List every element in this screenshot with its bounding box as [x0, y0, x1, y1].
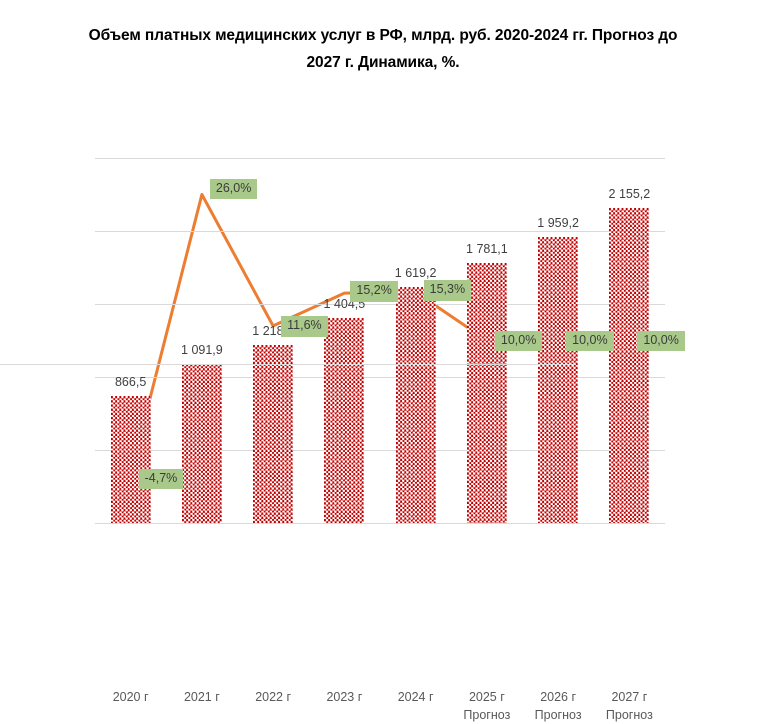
bar-2021-г[interactable] [181, 363, 222, 524]
bar-2025-г[interactable] [466, 262, 507, 524]
x-axis-tick-2027-г: 2027 г Прогноз [584, 688, 674, 724]
x-axis-tick-year: 2027 г [611, 690, 648, 704]
dynamics-percent-label: 10,0% [637, 330, 685, 352]
bar-2023-г[interactable] [324, 317, 365, 524]
chart-title-line-1: Объем платных медицинских услуг в РФ, мл… [88, 27, 678, 44]
gridline [95, 377, 665, 378]
chart-title: Объем платных медицинских услуг в РФ, мл… [50, 22, 716, 76]
chart-title-line-2: 2027 г. Динамика, %. [306, 54, 460, 72]
chart-container: Объем платных медицинских услуг в РФ, мл… [0, 22, 716, 723]
bar-2022-г[interactable] [253, 345, 294, 523]
dynamics-percent-label: 11,6% [281, 315, 328, 337]
bar-value-label: 1 781,1 [466, 241, 508, 256]
dynamics-percent-label: 15,3% [423, 280, 472, 301]
dynamics-percent-label: 15,2% [350, 281, 398, 302]
bar-2026-г[interactable] [538, 236, 579, 524]
bar-2024-г[interactable] [395, 286, 436, 524]
dynamics-percent-label: 10,0% [494, 330, 543, 352]
dynamics-percent-label: -4,7% [138, 468, 184, 490]
gridline [95, 158, 665, 159]
bar-value-label: 866,5 [114, 375, 147, 390]
plot-area: 0,0500,01 000,01 500,02 000,02 500,0-10,… [95, 158, 685, 722]
dynamics-percent-label: 26,0% [209, 178, 258, 200]
bar-value-label: 2 155,2 [608, 187, 651, 202]
bar-value-label: 1 619,2 [394, 265, 437, 280]
dynamics-percent-label: 10,0% [566, 330, 614, 352]
gridline [95, 523, 665, 524]
bar-2020-г[interactable] [110, 396, 151, 523]
bar-value-label: 1 959,2 [537, 215, 579, 230]
gridline [95, 450, 665, 451]
gridline [95, 231, 665, 232]
gridline [95, 304, 665, 305]
bar-2027-г[interactable] [609, 208, 650, 523]
axis-baseline [0, 364, 576, 365]
x-axis-tick-forecast: Прогноз [605, 708, 653, 723]
bar-value-label: 1 091,9 [181, 342, 223, 357]
